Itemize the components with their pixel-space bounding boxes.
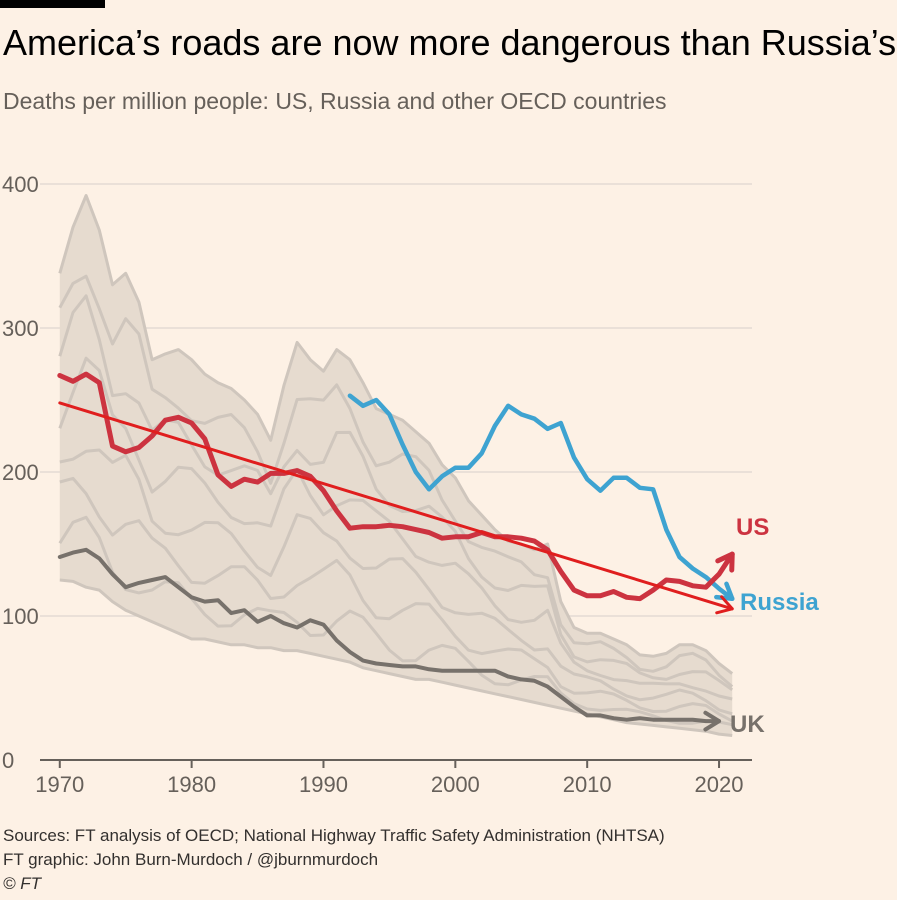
x-tick-label-2000: 2000 <box>431 772 480 797</box>
oecd-band-edge-upper <box>58 194 734 675</box>
series-label-uk: UK <box>730 711 765 738</box>
ft-brand-bar <box>0 0 105 8</box>
y-tick-label-200: 200 <box>2 460 39 485</box>
oecd-country-line <box>59 448 733 716</box>
sources-note: Sources: FT analysis of OECD; National H… <box>3 826 665 845</box>
y-tick-label-300: 300 <box>2 316 39 341</box>
y-tick-label-400: 400 <box>2 172 39 197</box>
oecd-band <box>58 194 734 737</box>
oecd-country-line <box>58 356 733 701</box>
series-line-trend <box>58 401 734 611</box>
chart-title: America’s roads are now more dangerous t… <box>3 22 897 63</box>
x-tick-label-2020: 2020 <box>695 772 744 797</box>
series-line-russia <box>347 393 735 601</box>
line-chart: 0 100 200 300 400 1970 1980 1990 2000 2010 2020 US… <box>2 172 819 797</box>
y-tick-label-100: 100 <box>2 604 39 629</box>
series-label-russia: Russia <box>740 589 819 616</box>
chart-footer: Sources: FT analysis of OECD; National H… <box>3 824 665 896</box>
series-labels: US Russia UK <box>730 514 819 738</box>
oecd-range-area <box>59 195 733 736</box>
axes: 0 100 200 300 400 1970 1980 1990 2000 2010 2020 <box>2 172 752 797</box>
series-arrow-trend <box>715 595 734 615</box>
series-line-uk <box>57 547 721 724</box>
oecd-country-line <box>59 476 733 723</box>
series-arrow-uk <box>703 710 722 732</box>
copyright: © FT <box>3 874 42 893</box>
chart-subtitle: Deaths per million people: US, Russia an… <box>3 88 667 114</box>
graphic-credit: FT graphic: John Burn-Murdoch / @jburnmu… <box>3 850 379 869</box>
x-tick-label-1970: 1970 <box>35 772 84 797</box>
y-tick-label-0: 0 <box>2 748 14 773</box>
x-tick-label-1980: 1980 <box>167 772 216 797</box>
series-lines <box>57 371 735 732</box>
series-line-us <box>57 371 735 602</box>
x-tick-label-1990: 1990 <box>299 772 348 797</box>
x-tick-label-2010: 2010 <box>563 772 612 797</box>
oecd-band-edge-lower <box>59 578 733 737</box>
series-arrow-us <box>715 551 735 573</box>
series-label-us: US <box>736 514 769 541</box>
oecd-country-line <box>58 274 734 688</box>
